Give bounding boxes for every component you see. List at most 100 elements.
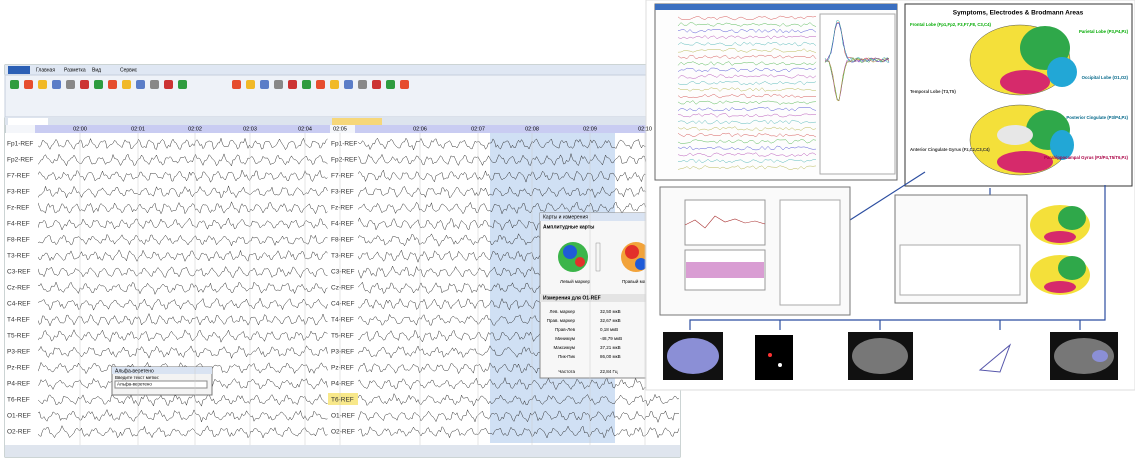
tool-button[interactable] bbox=[94, 80, 103, 89]
analysis-screen bbox=[659, 186, 851, 316]
channel-label: C4-REF bbox=[7, 301, 31, 308]
tool-button[interactable] bbox=[274, 80, 283, 89]
dialog-title: Альфа-веретено bbox=[115, 368, 154, 374]
tool-button[interactable] bbox=[178, 80, 187, 89]
popup-title: Карты и измерения bbox=[543, 214, 588, 220]
tool-button[interactable] bbox=[66, 80, 75, 89]
channel-label: Fz-REF bbox=[7, 205, 29, 212]
eeg-trace bbox=[38, 329, 328, 343]
mini-trace bbox=[677, 80, 817, 86]
maps-popup: Карты и измерения Амплитудные карты Левы… bbox=[539, 212, 659, 379]
eeg-trace bbox=[38, 393, 328, 407]
marker-label: Правый маркер bbox=[622, 278, 655, 284]
tool-button[interactable] bbox=[386, 80, 395, 89]
ribbon-tab[interactable]: Разметка bbox=[64, 67, 86, 73]
mini-trace bbox=[677, 113, 816, 118]
mini-trace bbox=[677, 158, 817, 164]
doc-tab[interactable] bbox=[8, 118, 48, 125]
time-label: 02:05 bbox=[333, 126, 347, 132]
eeg-trace bbox=[38, 345, 328, 360]
topomap-spot bbox=[575, 257, 585, 267]
erp-trace bbox=[824, 57, 890, 102]
tool-button[interactable] bbox=[24, 80, 33, 89]
marker-label: Левый маркер bbox=[560, 278, 590, 284]
text-input[interactable] bbox=[114, 380, 208, 389]
measure-name: Частота bbox=[558, 369, 575, 374]
channel-label: Pz-REF bbox=[7, 365, 30, 372]
tool-button[interactable] bbox=[80, 80, 89, 89]
eeg-trace bbox=[38, 201, 328, 215]
tool-button[interactable] bbox=[150, 80, 159, 89]
tool-button[interactable] bbox=[260, 80, 269, 89]
eeg-trace bbox=[38, 281, 328, 295]
tool-button[interactable] bbox=[10, 80, 19, 89]
brain-scans bbox=[663, 332, 1118, 380]
channel-label: O2-REF bbox=[7, 429, 31, 436]
tool-button[interactable] bbox=[288, 80, 297, 89]
tool-button[interactable] bbox=[52, 80, 61, 89]
mini-trace bbox=[677, 87, 817, 92]
dialog-prompt: Введите текст метки: bbox=[115, 375, 159, 380]
tool-button[interactable] bbox=[164, 80, 173, 89]
channel-label: T3-REF bbox=[7, 253, 30, 260]
tool-button[interactable] bbox=[232, 80, 241, 89]
ribbon-tab[interactable]: Сервис bbox=[120, 67, 138, 73]
channel-label: F8-REF bbox=[7, 237, 30, 244]
channel-label: O1-REF bbox=[331, 413, 355, 420]
label-dialog: Альфа-веретено Введите текст метки: Альф… bbox=[111, 366, 213, 396]
tool-button[interactable] bbox=[344, 80, 353, 89]
brain-diagram: Symptoms, Electrodes & Brodmann Areas Fr… bbox=[904, 3, 1133, 187]
doc-tab[interactable] bbox=[332, 118, 382, 125]
mini-trace bbox=[677, 165, 817, 170]
tool-button[interactable] bbox=[122, 80, 131, 89]
measure-title: Измерения для O1-REF bbox=[543, 295, 601, 301]
lobe-label: Frontal Lobe (Fp1,Fp2, F3,F7,F8, C3,C4) bbox=[910, 22, 992, 27]
tool-button[interactable] bbox=[330, 80, 339, 89]
channel-label: T4-REF bbox=[7, 317, 30, 324]
channel-label: F4-REF bbox=[331, 221, 354, 228]
mini-trace bbox=[677, 74, 817, 79]
time-label: 02:00 bbox=[73, 126, 87, 132]
erp-trace bbox=[824, 57, 890, 102]
channel-label: O1-REF bbox=[7, 413, 31, 420]
time-label: 02:06 bbox=[413, 126, 427, 132]
time-label: 02:04 bbox=[298, 126, 312, 132]
measure-name: Прав. маркер bbox=[547, 318, 576, 323]
tool-button[interactable] bbox=[246, 80, 255, 89]
tool-button[interactable] bbox=[358, 80, 367, 89]
time-label: 02:08 bbox=[525, 126, 539, 132]
section-title: Амплитудные карты bbox=[543, 224, 594, 230]
eeg-trace bbox=[38, 297, 328, 311]
measure-value: 32,50 мкВ bbox=[600, 309, 621, 314]
channel-label: P3-REF bbox=[7, 349, 30, 356]
status-bar bbox=[5, 445, 680, 457]
ribbon-tab[interactable]: Главная bbox=[36, 67, 55, 73]
eeg-trace bbox=[358, 409, 680, 424]
tool-button[interactable] bbox=[302, 80, 311, 89]
measure-value: 37,21 мкВ bbox=[600, 345, 621, 350]
erp-trace bbox=[824, 23, 890, 63]
eeg-trace bbox=[38, 425, 328, 439]
mini-trace bbox=[677, 126, 817, 131]
channel-label: T5-REF bbox=[331, 333, 354, 340]
channel-label: C4-REF bbox=[331, 301, 355, 308]
eeg-trace bbox=[38, 361, 328, 375]
ribbon-tab[interactable]: Вид bbox=[92, 67, 101, 73]
tool-button[interactable] bbox=[316, 80, 325, 89]
tool-button[interactable] bbox=[38, 80, 47, 89]
time-label: 02:07 bbox=[471, 126, 485, 132]
tool-button[interactable] bbox=[372, 80, 381, 89]
measure-value: 22,84 Гц bbox=[600, 369, 618, 374]
measure-name: Прав-Лев bbox=[555, 327, 576, 332]
channel-label: F4-REF bbox=[7, 221, 30, 228]
tool-button[interactable] bbox=[108, 80, 117, 89]
channel-label: P4-REF bbox=[331, 381, 354, 388]
channel-label: Fz-REF bbox=[331, 205, 353, 212]
channel-label: F7-REF bbox=[331, 173, 354, 180]
file-button[interactable] bbox=[8, 66, 30, 74]
tool-button[interactable] bbox=[136, 80, 145, 89]
input-value[interactable]: Альфа-веретено bbox=[117, 382, 152, 387]
channel-label: C3-REF bbox=[331, 269, 355, 276]
tool-button[interactable] bbox=[400, 80, 409, 89]
